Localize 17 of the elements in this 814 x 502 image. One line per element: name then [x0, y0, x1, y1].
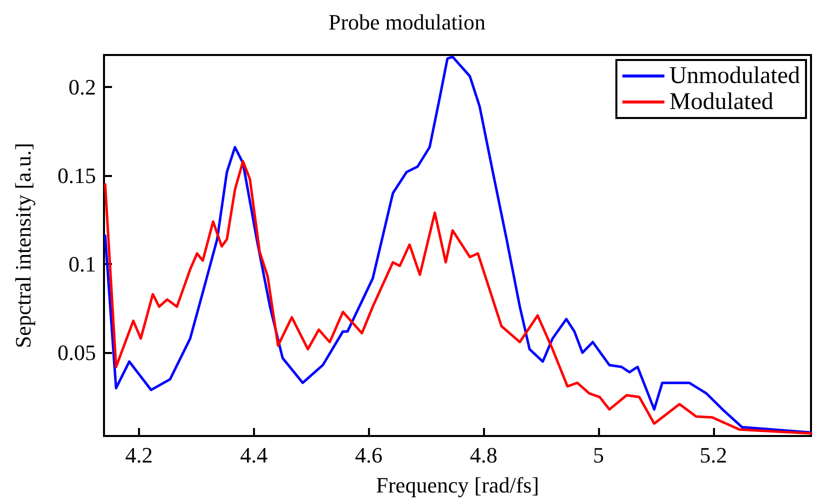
legend-label: Unmodulated — [669, 63, 800, 89]
y-axis-title: Sepctral intensity [a.u.] — [10, 142, 36, 348]
x-tick-label: 5.2 — [700, 442, 728, 468]
x-tick-label: 5 — [593, 442, 604, 468]
legend-label: Modulated — [669, 89, 774, 115]
line-series — [104, 56, 812, 434]
y-tick-label: 0.1 — [68, 252, 96, 277]
x-axis-title: Frequency [rad/fs] — [376, 472, 540, 498]
x-tick-label: 4.2 — [125, 442, 153, 468]
x-tick-label: 4.6 — [355, 442, 383, 468]
y-tick-label: 0.05 — [58, 340, 96, 366]
line-series — [104, 160, 812, 435]
y-tick-label: 0.2 — [68, 74, 96, 100]
chart-title: Probe modulation — [328, 10, 486, 34]
x-tick-label: 4.8 — [470, 442, 498, 468]
x-tick-label: 4.4 — [240, 442, 268, 468]
y-tick-label: 0.15 — [58, 163, 96, 188]
